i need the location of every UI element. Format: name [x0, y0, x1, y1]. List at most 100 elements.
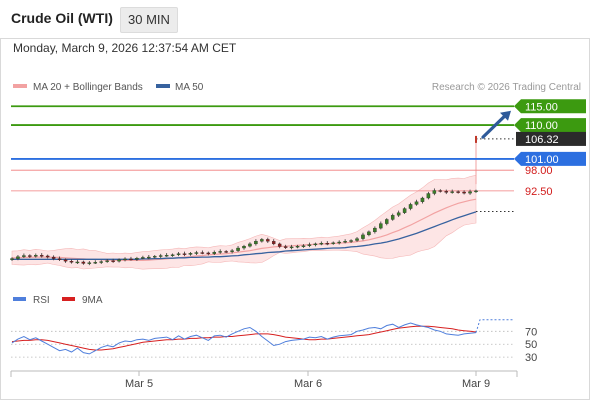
candle [462, 190, 466, 195]
candle-body [414, 201, 419, 205]
candle-body [396, 212, 401, 216]
candle [343, 239, 347, 244]
x-axis-ticks: Mar 5 Mar 6 Mar 9 [125, 371, 490, 390]
candle [432, 188, 437, 196]
candle-body [248, 243, 252, 247]
candle [194, 250, 199, 255]
candle [93, 260, 98, 265]
candle-body [69, 261, 74, 263]
candle-body [22, 255, 26, 257]
candle [295, 244, 300, 249]
candle [373, 226, 377, 234]
candle-body [10, 258, 14, 260]
candle-body [289, 246, 294, 249]
candle-body [39, 255, 44, 257]
arrow-shaft [481, 113, 508, 139]
candle [147, 254, 151, 260]
candle [230, 248, 234, 254]
timestamp: Monday, March 9, 2026 12:37:54 AM CET [13, 41, 237, 55]
candle [75, 259, 80, 265]
candle [337, 240, 341, 245]
candle [22, 253, 26, 258]
rsi-tick-30: 30 [525, 352, 537, 364]
ma50-legend-label: MA 50 [175, 82, 204, 93]
candle [456, 190, 460, 194]
candle-body [266, 239, 270, 242]
candle [57, 256, 62, 262]
candle-body [450, 191, 454, 193]
x-tick-label: Mar 9 [462, 378, 490, 390]
candle [164, 253, 169, 257]
candle [200, 250, 205, 255]
candle [307, 242, 312, 248]
arrow-head [500, 110, 511, 121]
candle-body [123, 258, 127, 261]
candle [313, 242, 318, 247]
candle-body [337, 241, 341, 244]
candle [361, 232, 365, 241]
candle [301, 244, 306, 248]
candle-body [188, 253, 193, 255]
candle [444, 189, 449, 195]
rsi-legend-label: RSI [33, 295, 50, 306]
candle-body [141, 257, 145, 259]
candle-body [129, 258, 133, 261]
candle [39, 253, 44, 258]
level-label-110.00: 110.00 [525, 120, 558, 132]
rsi-tick-50: 50 [525, 339, 537, 351]
candle-body [402, 208, 407, 213]
candle [254, 239, 258, 246]
candle-body [254, 241, 258, 245]
ma20-legend-label: MA 20 + Bollinger Bands [33, 82, 143, 93]
candle-body [63, 259, 68, 262]
candle [319, 241, 324, 246]
candle [218, 249, 222, 254]
interval-button[interactable]: 30 MIN [120, 7, 178, 33]
candle [63, 258, 68, 263]
candle-body [242, 246, 246, 249]
candle-body [420, 197, 425, 202]
candle-body [200, 252, 205, 254]
candle [212, 250, 217, 255]
candle-body [432, 190, 437, 194]
last-price-label: 106.32 [525, 134, 559, 146]
candle-body [170, 254, 175, 256]
moving-averages [12, 198, 514, 261]
level-label-bg-101.00 [514, 151, 586, 166]
candle-body [319, 242, 324, 245]
candle [170, 253, 175, 257]
rsi-tick-70: 70 [525, 326, 537, 338]
candle [379, 221, 383, 230]
candle-body [295, 246, 300, 248]
candle-body [28, 255, 32, 257]
candle-body [236, 247, 240, 251]
candle [396, 210, 401, 218]
candle-body [373, 227, 377, 233]
candle-body [16, 256, 20, 259]
candle-body [355, 238, 359, 241]
candle [182, 251, 187, 257]
candle-body [135, 258, 139, 260]
candle [426, 191, 431, 200]
ma50-legend-swatch [156, 84, 170, 88]
candle-body [230, 250, 234, 252]
candle [135, 256, 139, 262]
candle-body [153, 256, 157, 258]
candle [325, 241, 330, 246]
candle [260, 238, 264, 243]
candle [158, 253, 163, 258]
candle [117, 258, 121, 263]
forecast-arrow [481, 110, 511, 139]
candle-body [164, 255, 169, 257]
candle-body [260, 239, 264, 242]
candle [10, 257, 14, 262]
candle [141, 255, 145, 260]
candle-body [349, 240, 353, 242]
candle [355, 236, 359, 242]
candle-body [361, 234, 365, 239]
candle-body [111, 260, 115, 262]
copyright-text: Research © 2026 Trading Central [432, 82, 581, 93]
